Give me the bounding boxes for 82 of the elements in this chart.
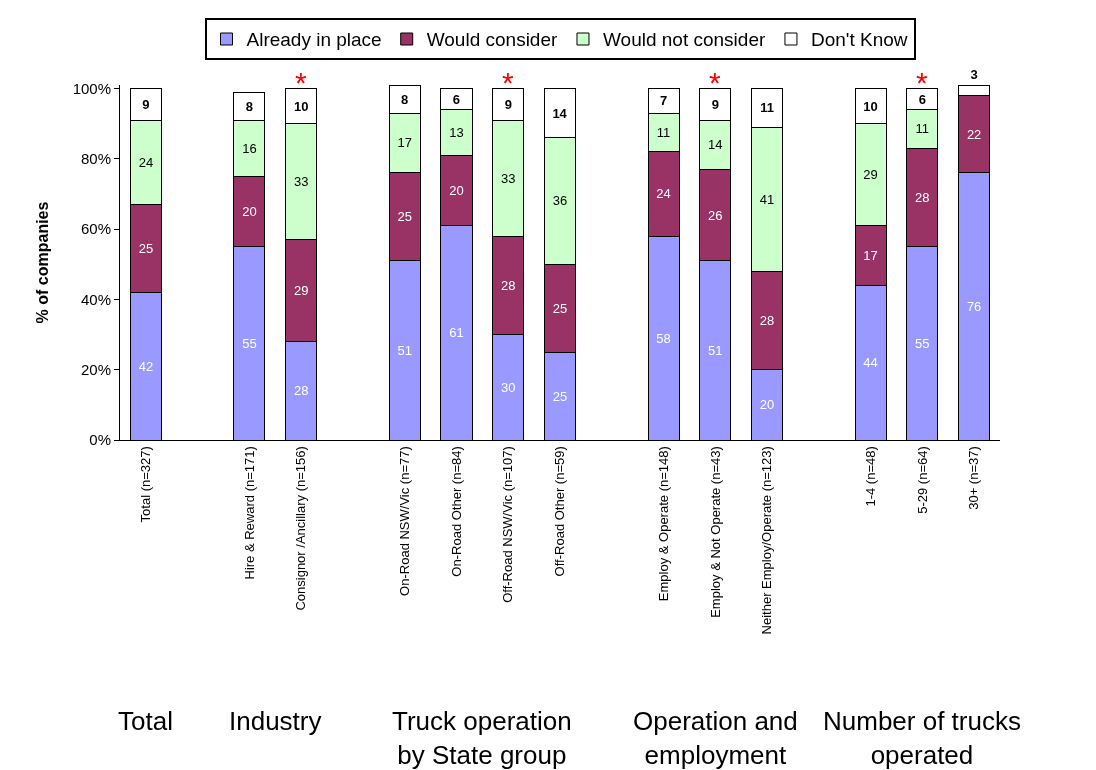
data-label: 25: [397, 209, 412, 225]
data-label: 13: [449, 124, 464, 140]
annotation: *: [502, 66, 514, 99]
y-tick-label: 80%: [80, 150, 111, 168]
data-label: 55: [915, 335, 930, 351]
data-label: 11: [915, 121, 930, 137]
data-label: 14: [708, 137, 723, 153]
text: Truck operation by State group: [392, 706, 572, 770]
data-label: 42: [138, 358, 154, 374]
x-tick-label: On-Road Other (n=84): [448, 446, 464, 577]
data-label: 6: [452, 91, 461, 107]
legend-label: Would not consider: [602, 29, 766, 51]
x-tick-label: Employ & Not Operate (n=43): [707, 446, 723, 618]
x-tick-label: Total (n=327): [138, 446, 154, 523]
text: Total: [118, 706, 173, 736]
data-label: 17: [397, 135, 412, 151]
x-tick-label: Off-Road NSW/Vic (n=107): [500, 446, 516, 603]
data-label: 24: [138, 154, 154, 170]
data-label: 22: [966, 126, 982, 142]
text: Number of trucks operated: [823, 706, 1021, 770]
data-label: 20: [449, 182, 464, 198]
data-label: 41: [759, 191, 775, 207]
data-label: 11: [656, 124, 671, 140]
data-label: 9: [504, 96, 512, 112]
data-label: 25: [552, 388, 568, 404]
x-tick-label: On-Road NSW/Vic (n=77): [396, 446, 412, 596]
text: Operation and employment: [633, 706, 798, 770]
data-label: 10: [293, 98, 309, 114]
data-label: 29: [863, 167, 878, 183]
x-tick-label: Off-Road Other (n=59): [552, 446, 568, 577]
legend-label: Already in place: [246, 29, 382, 51]
data-label: 25: [552, 300, 568, 316]
data-label: 8: [401, 91, 409, 107]
annotation: *: [295, 66, 307, 99]
data-label: 36: [552, 193, 568, 209]
data-label: 24: [656, 186, 671, 202]
y-tick-label: 60%: [80, 220, 111, 238]
data-label: 20: [242, 204, 257, 220]
data-label: 8: [245, 98, 254, 114]
text: Industry: [229, 706, 322, 736]
data-label: 3: [970, 67, 978, 82]
data-label: 9: [711, 96, 719, 112]
data-label: 61: [449, 325, 464, 341]
x-tick-label: Consignor /Ancillary (n=156): [293, 446, 309, 611]
data-label: 44: [863, 355, 878, 371]
data-label: 28: [501, 277, 516, 293]
x-tick-label: 5-29 (n=64): [914, 446, 930, 514]
data-label: 17: [863, 247, 878, 263]
data-label: 14: [552, 105, 568, 121]
data-label: 10: [863, 98, 878, 114]
data-label: 76: [966, 298, 982, 314]
y-tick-label: 40%: [80, 290, 111, 308]
annotation: *: [709, 66, 721, 99]
data-label: 58: [656, 330, 671, 346]
data-label: 51: [397, 342, 412, 358]
y-tick-label: 0%: [89, 431, 111, 449]
x-tick-label: Neither Employ/Operate (n=123): [759, 446, 775, 635]
data-label: 33: [501, 170, 516, 186]
data-label: 7: [659, 93, 668, 109]
data-label: 16: [242, 140, 257, 156]
data-label: 29: [293, 283, 309, 299]
y-axis-title: % of companies: [33, 201, 51, 324]
x-tick-label: Employ & Operate (n=148): [655, 446, 671, 602]
data-label: 11: [760, 100, 774, 116]
legend-label: Would consider: [426, 29, 558, 51]
data-label: 28: [293, 383, 309, 399]
data-label: 26: [708, 207, 723, 223]
x-tick-label: Hire & Reward (n=171): [241, 446, 257, 580]
data-label: 55: [242, 335, 257, 351]
data-label: 30: [501, 379, 516, 395]
legend-label: Don't Know: [810, 29, 908, 51]
y-tick-label: 20%: [80, 360, 111, 378]
data-label: 28: [759, 312, 775, 328]
data-label: 20: [759, 397, 775, 413]
x-tick-label: 30+ (n=37): [966, 446, 982, 510]
x-tick-label: 1-4 (n=48): [862, 446, 878, 507]
data-label: 51: [708, 342, 723, 358]
data-label: 28: [915, 189, 930, 205]
data-label: 25: [138, 240, 154, 256]
data-label: 9: [142, 96, 150, 112]
data-label: 33: [293, 174, 309, 190]
y-tick-label: 100%: [72, 79, 111, 97]
